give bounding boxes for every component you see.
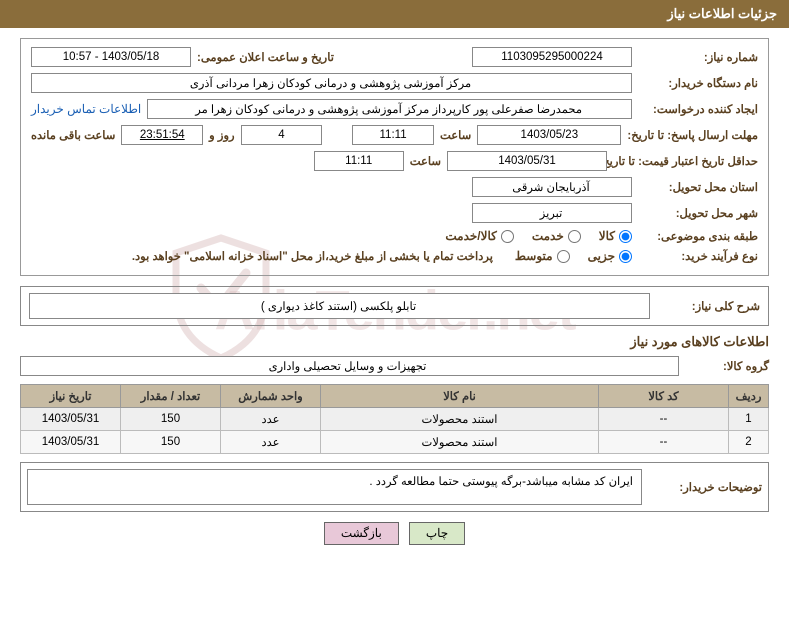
buyer-org-value: مرکز آموزشی پژوهشی و درمانی کودکان زهرا …	[31, 73, 632, 93]
back-button[interactable]: بازگشت	[324, 522, 399, 545]
content: شماره نیاز: 1103095295000224 تاریخ و ساع…	[0, 28, 789, 555]
deadline-label: مهلت ارسال پاسخ: تا تاریخ:	[627, 128, 758, 142]
table-cell: استند محصولات	[321, 408, 599, 431]
radio-both[interactable]: کالا/خدمت	[445, 229, 513, 243]
radio-minor[interactable]: جزیی	[588, 249, 632, 263]
buyer-org-label: نام دستگاه خریدار:	[638, 76, 758, 90]
goods-table: ردیفکد کالانام کالاواحد شمارشتعداد / مقد…	[20, 384, 769, 454]
public-date-label: تاریخ و ساعت اعلان عمومی:	[197, 50, 334, 64]
table-cell: استند محصولات	[321, 431, 599, 454]
need-no-value: 1103095295000224	[472, 47, 632, 67]
category-label: طبقه بندی موضوعی:	[638, 229, 758, 243]
group-value: تجهیزات و وسایل تحصیلی واداری	[20, 356, 679, 376]
requester-value: محمدرضا صفرعلی پور کارپرداز مرکز آموزشی …	[147, 99, 632, 119]
time-label-2: ساعت	[410, 154, 441, 168]
city-label: شهر محل تحویل:	[638, 206, 758, 220]
table-cell: 150	[121, 431, 221, 454]
table-cell: عدد	[221, 408, 321, 431]
radio-goods[interactable]: کالا	[599, 229, 632, 243]
table-header: نام کالا	[321, 385, 599, 408]
description-row: شرح کلی نیاز: تابلو پلکسی (استند کاغذ دی…	[20, 286, 769, 326]
radio-medium[interactable]: متوسط	[515, 249, 570, 263]
public-date-value: 1403/05/18 - 10:57	[31, 47, 191, 67]
table-row: 2--استند محصولاتعدد1501403/05/31	[21, 431, 769, 454]
desc-label: شرح کلی نیاز:	[660, 299, 760, 313]
table-header: کد کالا	[599, 385, 729, 408]
remaining-label: ساعت باقی مانده	[31, 128, 115, 142]
buyer-contact-link[interactable]: اطلاعات تماس خریدار	[31, 102, 141, 116]
payment-note: پرداخت تمام یا بخشی از مبلغ خرید،از محل …	[132, 249, 493, 263]
validity-time: 11:11	[314, 151, 404, 171]
process-label: نوع فرآیند خرید:	[638, 249, 758, 263]
days-value: 4	[241, 125, 323, 145]
countdown: 23:51:54	[121, 125, 203, 145]
table-cell: 2	[729, 431, 769, 454]
table-header: ردیف	[729, 385, 769, 408]
section-header: جزئیات اطلاعات نیاز	[0, 0, 789, 28]
province-label: استان محل تحویل:	[638, 180, 758, 194]
days-label: روز و	[209, 128, 234, 142]
print-button[interactable]: چاپ	[409, 522, 465, 545]
button-row: چاپ بازگشت	[20, 522, 769, 545]
comment-label: توضیحات خریدار:	[652, 480, 762, 494]
deadline-time: 11:11	[352, 125, 434, 145]
desc-value: تابلو پلکسی (استند کاغذ دیواری )	[29, 293, 650, 319]
table-header: تاریخ نیاز	[21, 385, 121, 408]
comment-value: ایران کد مشابه میباشد-برگه پیوستی حتما م…	[27, 469, 642, 505]
table-cell: 150	[121, 408, 221, 431]
need-no-label: شماره نیاز:	[638, 50, 758, 64]
city-value: تبریز	[472, 203, 632, 223]
validity-label: حداقل تاریخ اعتبار قیمت: تا تاریخ:	[613, 154, 758, 168]
group-label: گروه کالا:	[689, 359, 769, 373]
radio-service[interactable]: خدمت	[532, 229, 581, 243]
buyer-comment-box: توضیحات خریدار: ایران کد مشابه میباشد-بر…	[20, 462, 769, 512]
group-row: گروه کالا: تجهیزات و وسایل تحصیلی واداری	[20, 356, 769, 376]
table-header: تعداد / مقدار	[121, 385, 221, 408]
table-cell: عدد	[221, 431, 321, 454]
validity-date: 1403/05/31	[447, 151, 607, 171]
details-panel: شماره نیاز: 1103095295000224 تاریخ و ساع…	[20, 38, 769, 276]
category-radios: کالا خدمت کالا/خدمت	[445, 229, 632, 243]
table-header: واحد شمارش	[221, 385, 321, 408]
table-cell: --	[599, 431, 729, 454]
table-cell: 1403/05/31	[21, 408, 121, 431]
table-cell: 1403/05/31	[21, 431, 121, 454]
table-cell: --	[599, 408, 729, 431]
deadline-date: 1403/05/23	[477, 125, 621, 145]
process-radios: جزیی متوسط	[515, 249, 632, 263]
requester-label: ایجاد کننده درخواست:	[638, 102, 758, 116]
goods-section-title: اطلاعات کالاهای مورد نیاز	[20, 334, 769, 350]
table-row: 1--استند محصولاتعدد1501403/05/31	[21, 408, 769, 431]
province-value: آذربایجان شرقی	[472, 177, 632, 197]
table-cell: 1	[729, 408, 769, 431]
time-label-1: ساعت	[440, 128, 471, 142]
